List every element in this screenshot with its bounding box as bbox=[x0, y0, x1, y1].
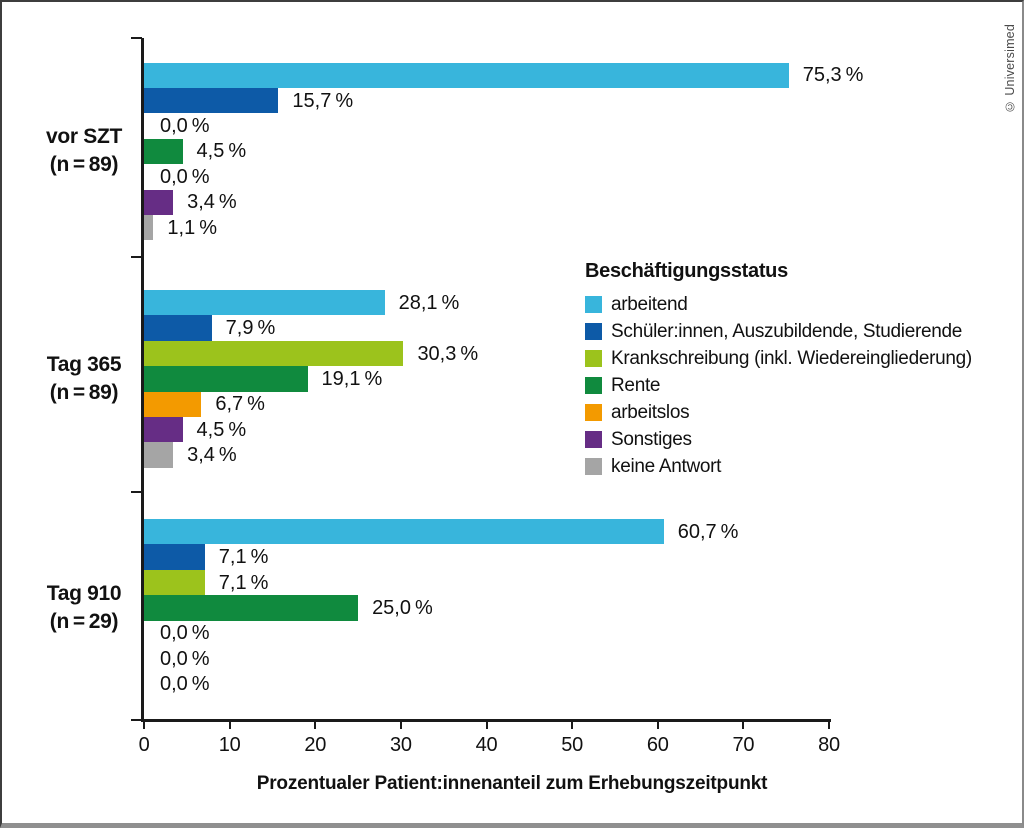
bar-value-label: 0,0 % bbox=[160, 673, 210, 696]
legend: Beschäftigungsstatus arbeitend Schüler:in… bbox=[585, 260, 972, 480]
legend-swatch bbox=[585, 296, 602, 313]
bar-value-label: 7,1 % bbox=[218, 546, 269, 569]
bar-value-label: 4,5 % bbox=[196, 418, 247, 441]
bar-value-label: 0,0 % bbox=[160, 647, 210, 670]
legend-item-label: arbeitend bbox=[611, 293, 688, 315]
legend-item-label: Sonstiges bbox=[611, 428, 692, 450]
legend-item: keine Antwort bbox=[585, 453, 972, 480]
legend-item-label: Schüler:innen, Auszubildende, Studierend… bbox=[611, 320, 963, 342]
bar-value-label: 6,7 % bbox=[215, 393, 265, 416]
bar-value-label: 30,3 % bbox=[417, 342, 479, 365]
bar-value-label: 19,1 % bbox=[321, 367, 383, 390]
bar-value-label: 0,0 % bbox=[160, 115, 210, 137]
bar-value-label: 7,1 % bbox=[218, 571, 269, 594]
bar-value-label: 3,4 % bbox=[187, 444, 237, 467]
x-axis-tick-label: 40 bbox=[475, 734, 498, 756]
x-axis-title: Prozentualer Patient:innenanteil zum Erh… bbox=[256, 773, 768, 794]
bar bbox=[144, 544, 205, 570]
x-axis-tick bbox=[571, 722, 574, 729]
legend-swatch bbox=[585, 458, 602, 475]
x-axis-tick bbox=[828, 722, 830, 729]
bar bbox=[144, 366, 308, 392]
bar bbox=[144, 417, 183, 443]
x-axis-line bbox=[141, 719, 831, 722]
legend-item: Sonstiges bbox=[585, 426, 972, 453]
group-label-n: (n = 29) bbox=[49, 609, 119, 633]
legend-item: arbeitend bbox=[585, 291, 972, 318]
x-axis-tick-label: 30 bbox=[390, 734, 412, 756]
bar-value-label: 15,7 % bbox=[292, 89, 354, 112]
x-axis-tick-label: 70 bbox=[732, 734, 755, 756]
legend-item-label: Krankschreibung (inkl. Wiedereingliederu… bbox=[611, 347, 972, 369]
group-label-name: vor SZT bbox=[45, 125, 123, 149]
x-axis-tick-label: 50 bbox=[561, 734, 583, 756]
legend-swatch bbox=[585, 350, 602, 367]
bar bbox=[144, 87, 279, 114]
bar-value-label: 4,5 % bbox=[196, 140, 247, 163]
legend-item-label: arbeitslos bbox=[611, 401, 690, 423]
bar-value-label: 75,3 % bbox=[802, 64, 864, 87]
bar bbox=[144, 595, 359, 621]
bar bbox=[144, 138, 183, 165]
group-label-name: Tag 910 bbox=[46, 581, 122, 605]
x-axis-tick bbox=[314, 722, 317, 729]
bar bbox=[144, 442, 174, 468]
bar bbox=[144, 290, 385, 316]
bar bbox=[144, 569, 205, 596]
legend-swatch bbox=[585, 377, 602, 394]
x-axis-tick bbox=[485, 722, 488, 729]
x-axis-tick-label: 10 bbox=[218, 734, 241, 756]
bar-value-label: 0,0 % bbox=[160, 165, 210, 188]
legend-item-label: Rente bbox=[611, 374, 661, 396]
bar-value-label: 7,9 % bbox=[225, 317, 276, 340]
group-label: Tag 910 (n = 29) bbox=[24, 580, 144, 636]
x-axis-tick-label: 20 bbox=[304, 734, 327, 756]
y-axis-tick bbox=[131, 491, 142, 493]
group-label-n: (n = 89) bbox=[49, 380, 119, 404]
y-axis-tick bbox=[131, 719, 142, 721]
legend-swatch bbox=[585, 404, 602, 421]
bar bbox=[144, 519, 664, 545]
x-axis-tick-label: 80 bbox=[818, 734, 840, 756]
x-axis-tick-label: 0 bbox=[138, 734, 150, 756]
legend-item: Schüler:innen, Auszubildende, Studierend… bbox=[585, 318, 972, 345]
bar-value-label: 3,4 % bbox=[187, 191, 237, 214]
y-axis-line bbox=[141, 38, 144, 722]
x-axis-tick bbox=[656, 722, 659, 729]
group-label: vor SZT (n = 89) bbox=[24, 123, 144, 179]
bar bbox=[144, 315, 212, 341]
legend-item-label: keine Antwort bbox=[611, 455, 722, 477]
bar-value-label: 25,0 % bbox=[372, 596, 433, 619]
legend-title: Beschäftigungsstatus bbox=[585, 260, 788, 282]
legend-items: arbeitend Schüler:innen, Auszubildende, S… bbox=[585, 291, 972, 480]
bar-value-label: 1,1 % bbox=[167, 216, 217, 239]
legend-item: arbeitslos bbox=[585, 399, 972, 426]
group-label: Tag 365 (n = 89) bbox=[24, 351, 144, 407]
legend-item: Rente bbox=[585, 372, 972, 399]
x-axis-tick-label: 60 bbox=[646, 734, 669, 756]
bar-value-label: 60,7 % bbox=[677, 520, 739, 543]
bar bbox=[144, 391, 202, 417]
x-axis-tick bbox=[742, 722, 745, 729]
legend-swatch bbox=[585, 431, 602, 448]
bar-value-label: 0,0 % bbox=[160, 622, 210, 645]
y-axis-tick bbox=[131, 37, 142, 39]
legend-item: Krankschreibung (inkl. Wiedereingliederu… bbox=[585, 345, 972, 372]
bar bbox=[144, 189, 174, 215]
bar bbox=[144, 340, 404, 367]
y-axis-tick bbox=[131, 256, 142, 258]
legend-swatch bbox=[585, 323, 602, 340]
bar-value-label: 28,1 % bbox=[398, 291, 460, 314]
bar bbox=[144, 214, 154, 241]
bar bbox=[144, 62, 789, 88]
x-axis-tick bbox=[228, 722, 231, 729]
x-axis-tick bbox=[143, 722, 145, 729]
group-label-n: (n = 89) bbox=[49, 153, 119, 177]
x-axis-tick bbox=[399, 722, 402, 729]
group-label-name: Tag 365 bbox=[46, 352, 122, 376]
